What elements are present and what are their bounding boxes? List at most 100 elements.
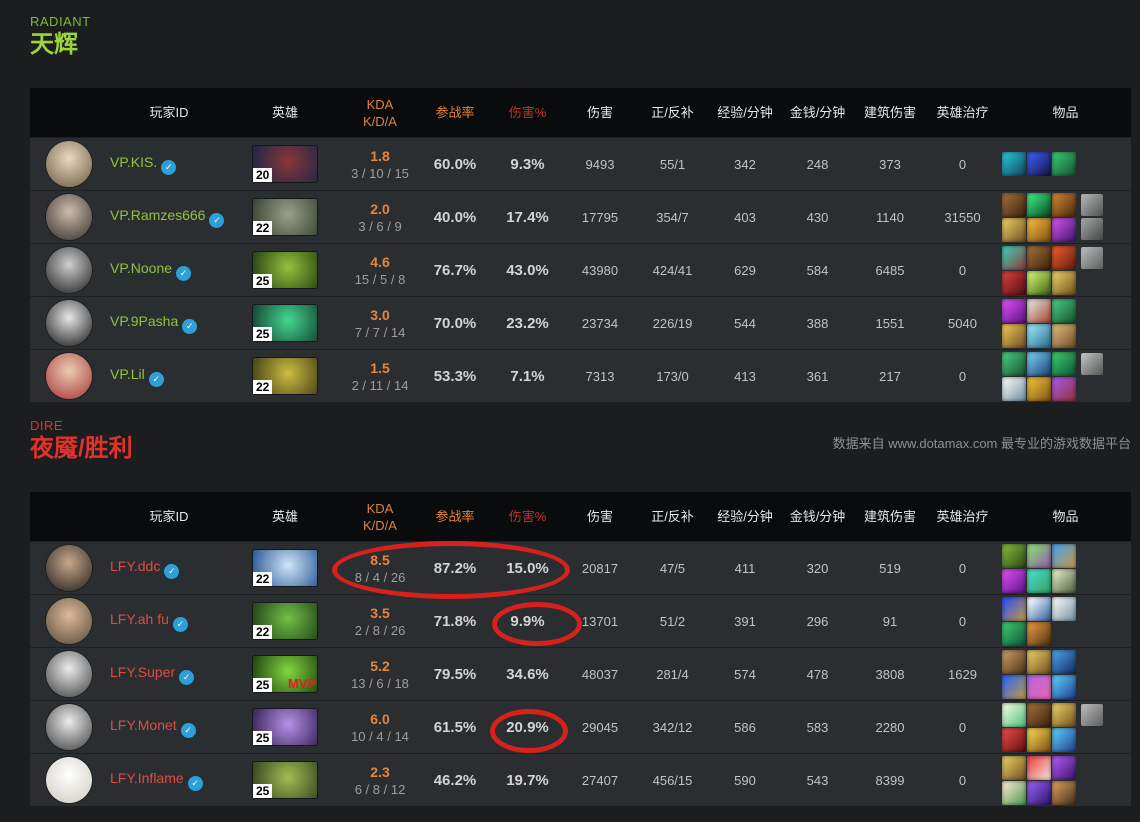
item-icon[interactable] bbox=[1026, 298, 1051, 323]
player-avatar[interactable] bbox=[46, 353, 92, 399]
item-icon[interactable] bbox=[1051, 270, 1076, 295]
player-name-link[interactable]: LFY.Super bbox=[110, 663, 176, 680]
player-name-cell: LFY.ah fu ✓ bbox=[108, 611, 230, 632]
backpack-item-icon[interactable] bbox=[1081, 353, 1103, 375]
hero-cell: 25 bbox=[230, 252, 340, 288]
item-icon[interactable] bbox=[1001, 351, 1026, 376]
hero-portrait[interactable]: 22 bbox=[253, 199, 317, 235]
item-icon[interactable] bbox=[1051, 323, 1076, 348]
item-icon[interactable] bbox=[1001, 780, 1026, 805]
item-icon[interactable] bbox=[1026, 780, 1051, 805]
player-avatar[interactable] bbox=[46, 757, 92, 803]
item-icon[interactable] bbox=[1026, 755, 1051, 780]
player-name-link[interactable]: VP.Lil bbox=[110, 365, 145, 382]
item-icon[interactable] bbox=[1051, 376, 1076, 401]
player-avatar[interactable] bbox=[46, 300, 92, 346]
item-icon[interactable] bbox=[1026, 649, 1051, 674]
player-name-link[interactable]: LFY.Monet bbox=[110, 716, 177, 733]
item-icon[interactable] bbox=[1001, 727, 1026, 752]
backpack-item-icon[interactable] bbox=[1081, 704, 1103, 726]
item-icon[interactable] bbox=[1001, 192, 1026, 217]
backpack-item-icon[interactable] bbox=[1081, 194, 1103, 216]
cell-lh-dn: 342/12 bbox=[652, 719, 693, 735]
item-icon[interactable] bbox=[1051, 727, 1076, 752]
player-name-link[interactable]: VP.Ramzes666 bbox=[110, 206, 206, 223]
item-icon[interactable] bbox=[1051, 780, 1076, 805]
item-icon[interactable] bbox=[1051, 543, 1076, 568]
backpack-item-icon[interactable] bbox=[1081, 247, 1103, 269]
item-icon[interactable] bbox=[1026, 596, 1051, 621]
item-icon[interactable] bbox=[1026, 217, 1051, 242]
backpack-item-icon[interactable] bbox=[1081, 218, 1103, 240]
item-icon[interactable] bbox=[1001, 649, 1026, 674]
item-icon[interactable] bbox=[1051, 649, 1076, 674]
item-icon[interactable] bbox=[1051, 596, 1076, 621]
item-icon[interactable] bbox=[1051, 702, 1076, 727]
player-name-link[interactable]: LFY.ah fu bbox=[110, 610, 169, 627]
player-avatar[interactable] bbox=[46, 651, 92, 697]
player-name-link[interactable]: VP.Noone bbox=[110, 259, 173, 276]
item-icon[interactable] bbox=[1051, 245, 1076, 270]
player-name-link[interactable]: VP.9Pasha bbox=[110, 312, 179, 329]
item-icon[interactable] bbox=[1026, 702, 1051, 727]
player-avatar[interactable] bbox=[46, 545, 92, 591]
item-icon[interactable] bbox=[1026, 245, 1051, 270]
item-icon[interactable] bbox=[1026, 568, 1051, 593]
player-avatar[interactable] bbox=[46, 194, 92, 240]
item-icon[interactable] bbox=[1026, 727, 1051, 752]
player-name-link[interactable]: VP.KIS. bbox=[110, 153, 158, 170]
item-icon[interactable] bbox=[1026, 323, 1051, 348]
item-icon[interactable] bbox=[1001, 543, 1026, 568]
item-icon[interactable] bbox=[1026, 270, 1051, 295]
item-icon[interactable] bbox=[1051, 298, 1076, 323]
kda-cell: 1.8 3 / 10 / 15 bbox=[340, 148, 420, 181]
player-avatar[interactable] bbox=[46, 141, 92, 187]
item-icon[interactable] bbox=[1001, 298, 1026, 323]
item-icon[interactable] bbox=[1001, 755, 1026, 780]
item-icon[interactable] bbox=[1026, 192, 1051, 217]
hero-portrait[interactable]: 22 bbox=[253, 550, 317, 586]
item-icon[interactable] bbox=[1001, 596, 1026, 621]
player-name-link[interactable]: LFY.Inflame bbox=[110, 769, 184, 786]
item-icon[interactable] bbox=[1001, 568, 1026, 593]
item-icon[interactable] bbox=[1051, 152, 1076, 176]
item-icon[interactable] bbox=[1051, 568, 1076, 593]
item-icon[interactable] bbox=[1026, 543, 1051, 568]
player-name-link[interactable]: LFY.ddc bbox=[110, 557, 161, 574]
hero-portrait[interactable]: 22 bbox=[253, 358, 317, 394]
hero-portrait[interactable]: 25 bbox=[253, 305, 317, 341]
hero-portrait[interactable]: 25 bbox=[253, 252, 317, 288]
item-icon[interactable] bbox=[1001, 376, 1026, 401]
item-icon[interactable] bbox=[1051, 192, 1076, 217]
item-icon[interactable] bbox=[1051, 217, 1076, 242]
item-icon[interactable] bbox=[1001, 323, 1026, 348]
item-icon[interactable] bbox=[1001, 270, 1026, 295]
item-icon[interactable] bbox=[1051, 351, 1076, 376]
player-avatar[interactable] bbox=[46, 247, 92, 293]
item-icon[interactable] bbox=[1001, 152, 1026, 176]
item-icon[interactable] bbox=[1051, 674, 1076, 699]
player-avatar[interactable] bbox=[46, 598, 92, 644]
column-header-building_damage: 建筑伤害 bbox=[863, 509, 916, 524]
hero-portrait[interactable]: 25 bbox=[253, 762, 317, 798]
item-icon[interactable] bbox=[1026, 351, 1051, 376]
column-header-damage: 伤害 bbox=[586, 509, 613, 524]
item-icon[interactable] bbox=[1026, 152, 1051, 176]
cell-hero-healing: 0 bbox=[958, 772, 967, 788]
cell-lh-dn: 354/7 bbox=[656, 209, 689, 225]
item-grid bbox=[1001, 702, 1077, 752]
item-icon[interactable] bbox=[1001, 674, 1026, 699]
item-icon[interactable] bbox=[1001, 702, 1026, 727]
hero-portrait[interactable]: 22 bbox=[253, 603, 317, 639]
item-icon[interactable] bbox=[1001, 621, 1026, 646]
item-icon[interactable] bbox=[1026, 376, 1051, 401]
hero-portrait[interactable]: 25 MVP bbox=[253, 656, 317, 692]
item-icon[interactable] bbox=[1026, 674, 1051, 699]
item-icon[interactable] bbox=[1051, 755, 1076, 780]
player-avatar[interactable] bbox=[46, 704, 92, 750]
item-icon[interactable] bbox=[1001, 245, 1026, 270]
item-icon[interactable] bbox=[1001, 217, 1026, 242]
hero-portrait[interactable]: 25 bbox=[253, 709, 317, 745]
hero-portrait[interactable]: 20 bbox=[253, 146, 317, 182]
item-icon[interactable] bbox=[1026, 621, 1051, 646]
